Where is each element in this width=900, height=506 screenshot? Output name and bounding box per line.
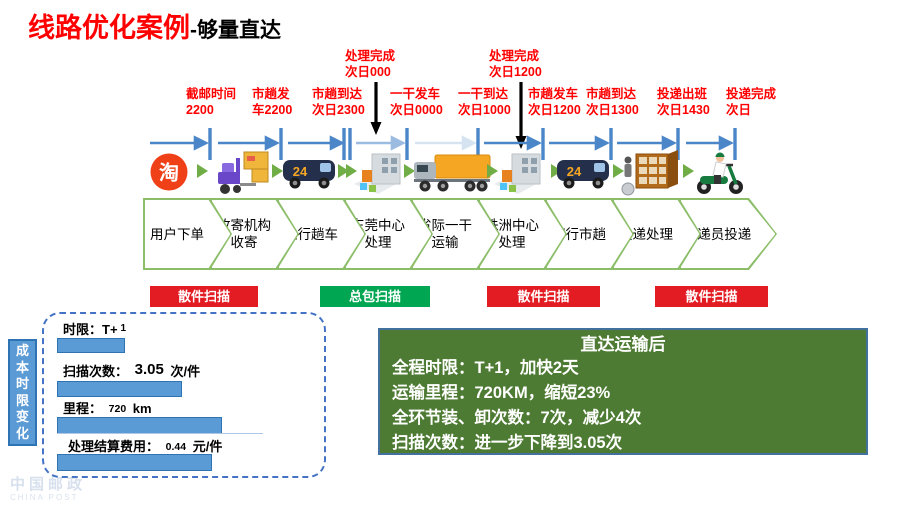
flow-step: 收寄机构收寄: [210, 198, 299, 270]
flow-step-label: 投递处理: [619, 226, 673, 242]
page-title: 线路优化案例-够量直达: [28, 6, 281, 45]
flow-step-label: 下行市趟: [552, 226, 606, 242]
down-arrow-icon: [370, 82, 382, 135]
china-post-watermark: 中国邮政 CHINA POST: [10, 476, 87, 504]
metric-unit: 元/件: [192, 439, 223, 454]
metric-value: 720: [105, 403, 130, 415]
flow-step-label: 省际一干运输: [418, 218, 472, 250]
metric-value: 3.05: [131, 361, 167, 378]
metrics-side-label: 成本时限变化: [8, 339, 37, 446]
metrics-side-label-text: 成本时限变化: [15, 343, 29, 441]
forklift-icon: [218, 151, 269, 194]
metric-row-label: 扫描次数： 3.05 次/件: [63, 361, 200, 380]
metric-value: 1: [117, 323, 130, 334]
van-24-icon: 24: [283, 160, 335, 189]
warehouse-icon: [494, 153, 541, 194]
metric-row-label: 处理结算费用： 0.44 元/件: [68, 436, 222, 455]
metric-value: 0.44: [162, 441, 190, 453]
timeline: [150, 128, 737, 160]
metric-name: 扫描次数：: [63, 364, 129, 379]
metric-bar: [57, 417, 222, 434]
summary-line: 扫描次数：进一步下降到3.05次: [392, 434, 623, 452]
flow-arrow-icon: [487, 164, 498, 178]
title-main: 线路优化案例: [28, 13, 190, 43]
flow-arrow-icon: [272, 164, 283, 178]
scooter-icon: [697, 152, 743, 194]
svg-text:24: 24: [567, 164, 582, 179]
sorting-shelf-icon: [621, 150, 678, 196]
svg-text:24: 24: [293, 164, 308, 179]
scan-badge: 散件扫描: [655, 286, 768, 307]
milestone-label: 市趟到达 次日2300: [312, 87, 365, 117]
metric-row-label: 时限：T+ 1: [63, 319, 130, 338]
metric-bar: [57, 338, 125, 353]
callout-label: 处理完成 次日000: [345, 49, 396, 79]
flow-arrow-icon: [338, 164, 349, 178]
metric-name: 处理结算费用：: [68, 439, 160, 454]
taobao-icon: 淘: [150, 153, 188, 191]
flow-step-label: 上行趟车: [284, 226, 338, 242]
flow-step-label: 株洲中心处理: [485, 218, 539, 250]
metric-unit: 次/件: [170, 364, 201, 379]
metric-axis-line: [57, 433, 263, 434]
scan-badge: 散件扫描: [487, 286, 600, 307]
summary-title: 直达运输后: [580, 335, 666, 354]
summary-line: 全环节装、卸次数：7次，减少4次: [392, 409, 642, 427]
metric-name: 时限：T+: [63, 322, 118, 337]
milestone-label: 投递出班 次日1430: [657, 87, 710, 117]
flow-arrow-icon: [197, 164, 208, 178]
flow-step: 省际一干运输: [411, 198, 500, 270]
flow-step-label: 投递员投递: [683, 226, 752, 242]
milestone-label: 投递完成 次日: [726, 87, 777, 117]
flow-arrow-icon: [613, 164, 624, 178]
scan-badge: 总包扫描: [320, 286, 430, 307]
flow-arrow-icon: [346, 164, 357, 178]
summary-box: 直达运输后 全程时限：T+1，加快2天 运输里程：720KM，缩短23% 全环节…: [378, 328, 868, 455]
scan-badge: 散件扫描: [150, 286, 258, 307]
metrics-panel-border: [42, 312, 326, 478]
watermark-cn: 中国邮政: [10, 476, 87, 493]
truck-icon: [414, 154, 491, 192]
warehouse-icon: [354, 153, 401, 194]
svg-text:淘: 淘: [159, 161, 179, 185]
milestone-label: 一干到达 次日1000: [458, 87, 511, 117]
metric-name: 里程：: [63, 401, 103, 416]
flow-arrow-icon: [404, 164, 415, 178]
title-suffix: -够量直达: [190, 19, 281, 42]
summary-line: 运输里程：720KM，缩短23%: [392, 384, 611, 402]
flow-step-label: 收寄机构收寄: [217, 218, 271, 250]
flow-arrow-icon: [551, 164, 562, 178]
van-24-icon: 24: [557, 160, 609, 189]
milestone-label: 市趟到达 次日1300: [586, 87, 639, 117]
metric-bar: [57, 381, 182, 397]
flow-step-label: 用户下单: [150, 226, 204, 242]
milestone-label: 一干发车 次日0000: [390, 87, 443, 117]
milestone-label: 市趟发 车2200: [252, 87, 293, 117]
flow-step-label: 东莞中心处理: [351, 218, 405, 250]
metric-unit: km: [132, 401, 152, 416]
metric-row-label: 里程： 720 km: [63, 398, 152, 417]
flow-step: 用户下单: [143, 198, 232, 270]
metric-bar: [57, 454, 212, 471]
milestone-label: 截邮时间 2200: [186, 87, 237, 117]
flow-arrow-icon: [683, 164, 694, 178]
callout-label: 处理完成 次日1200: [489, 49, 542, 79]
milestone-label: 市趟发车 次日1200: [528, 87, 581, 117]
watermark-en: CHINA POST: [10, 493, 79, 502]
summary-line: 全程时限：T+1，加快2天: [392, 359, 579, 377]
